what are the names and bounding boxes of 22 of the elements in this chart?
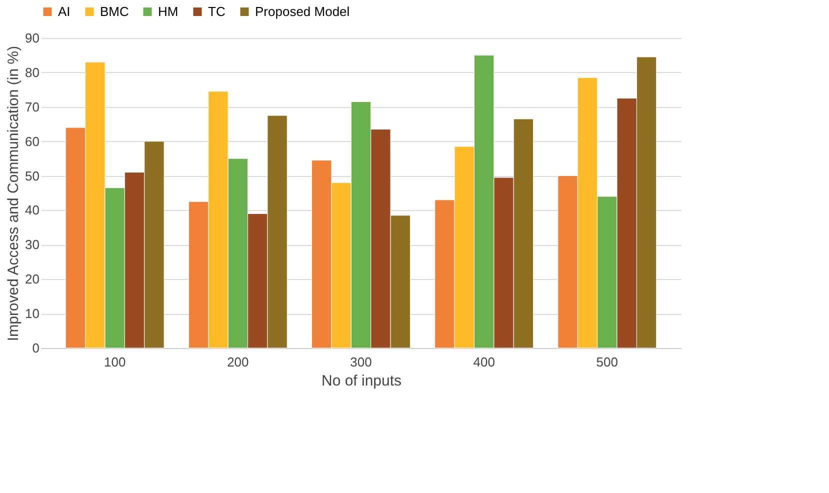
legend-label: HM (158, 4, 178, 19)
y-tick-label: 80 (25, 64, 40, 80)
y-tick-label: 90 (25, 30, 40, 46)
y-tick-label: 50 (25, 168, 40, 184)
y-tick-label: 40 (25, 202, 40, 218)
x-tick-label: 500 (596, 354, 618, 370)
y-tick-label: 10 (25, 306, 40, 322)
x-axis-title: No of inputs (321, 372, 402, 390)
y-tick-label: 0 (32, 340, 40, 356)
y-tick-label: 60 (25, 134, 40, 149)
legend-label: AI (58, 4, 70, 19)
x-tick-label: 300 (350, 354, 372, 370)
y-tick-label: 20 (25, 272, 40, 287)
legend-label: BMC (100, 4, 129, 19)
x-tick-label: 100 (104, 354, 126, 370)
x-tick-label: 400 (473, 354, 495, 370)
y-tick-label: 70 (25, 99, 40, 114)
x-tick-label: 200 (227, 354, 249, 370)
y-axis-title: Improved Access and Communication (in %) (5, 46, 22, 342)
legend-label: TC (208, 4, 226, 19)
legend-label: Proposed Model (255, 4, 350, 19)
y-tick-label: 30 (25, 237, 40, 252)
